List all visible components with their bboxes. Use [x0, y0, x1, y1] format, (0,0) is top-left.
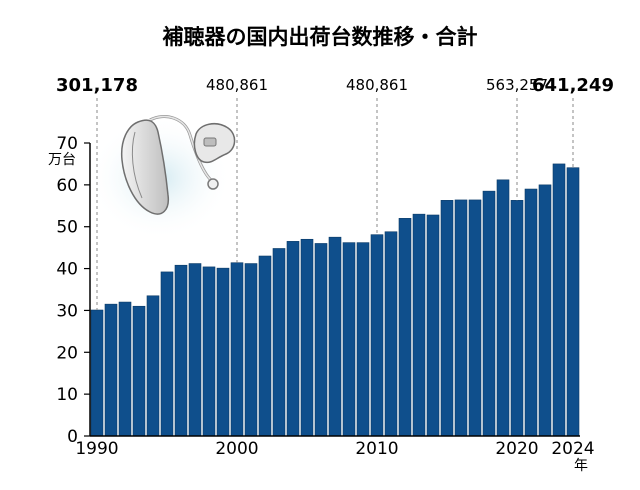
bar-2004	[286, 241, 300, 437]
y-tick-label-40: 40	[56, 260, 78, 280]
y-axis-ticks: 0 10 20 30 40 50 60 70	[56, 134, 90, 447]
bar-2024	[566, 167, 580, 437]
bar-2013	[412, 213, 426, 437]
x-axis-ticks: 1990 2000 2010 2020 2024	[75, 439, 594, 459]
bar-1998	[202, 266, 216, 437]
y-tick-label-10: 10	[56, 385, 78, 405]
x-tick-label-2020: 2020	[495, 439, 538, 459]
bar-1994	[146, 295, 160, 437]
chart-title: 補聴器の国内出荷台数推移・合計	[162, 25, 478, 49]
bar-2014	[426, 214, 440, 437]
bar-2019	[496, 179, 510, 437]
x-tick-label-2024: 2024	[551, 439, 594, 459]
x-tick-label-2010: 2010	[355, 439, 398, 459]
bar-2017	[468, 199, 482, 437]
bar-1999	[216, 267, 230, 437]
callout-label-2020: 563,257	[486, 76, 548, 94]
y-tick-label-30: 30	[56, 301, 78, 321]
bar-2010	[370, 234, 384, 437]
y-tick-label-20: 20	[56, 343, 78, 363]
bar-2006	[314, 243, 328, 437]
x-tick-label-2000: 2000	[215, 439, 258, 459]
bar-2015	[440, 200, 454, 437]
bar-2008	[342, 242, 356, 437]
bar-2023	[552, 163, 566, 437]
hearing-aid-illustration	[88, 115, 236, 240]
y-tick-label-60: 60	[56, 176, 78, 196]
bar-2002	[258, 255, 272, 437]
bar-2021	[524, 188, 538, 437]
bar-1995	[160, 271, 174, 437]
bar-2018	[482, 190, 496, 437]
y-tick-label-0: 0	[67, 427, 78, 447]
x-tick-label-1990: 1990	[75, 439, 118, 459]
bar-2003	[272, 248, 286, 437]
bar-1996	[174, 264, 188, 437]
callout-label-2000: 480,861	[206, 76, 268, 94]
bar-2020	[510, 200, 524, 437]
bar-1991	[104, 303, 118, 437]
bar-1993	[132, 305, 146, 437]
bar-2001	[244, 263, 258, 437]
bar-2005	[300, 238, 314, 437]
y-tick-label-50: 50	[56, 218, 78, 238]
callout-label-2024: 641,249	[532, 75, 614, 96]
bar-2007	[328, 236, 342, 437]
bar-1992	[118, 301, 132, 437]
bar-2022	[538, 184, 552, 437]
callout-label-1990: 301,178	[56, 75, 138, 96]
bar-2011	[384, 231, 398, 437]
y-axis-unit: 万台	[48, 152, 76, 168]
bar-1990	[90, 309, 104, 437]
x-axis-unit: 年	[574, 458, 588, 474]
bar-2009	[356, 242, 370, 437]
y-tick-label-70: 70	[56, 134, 78, 154]
bar-2016	[454, 199, 468, 437]
bar-2012	[398, 218, 412, 437]
bar-series	[90, 163, 580, 437]
callout-label-2010: 480,861	[346, 76, 408, 94]
bar-1997	[188, 263, 202, 437]
bar-2000	[230, 262, 244, 437]
